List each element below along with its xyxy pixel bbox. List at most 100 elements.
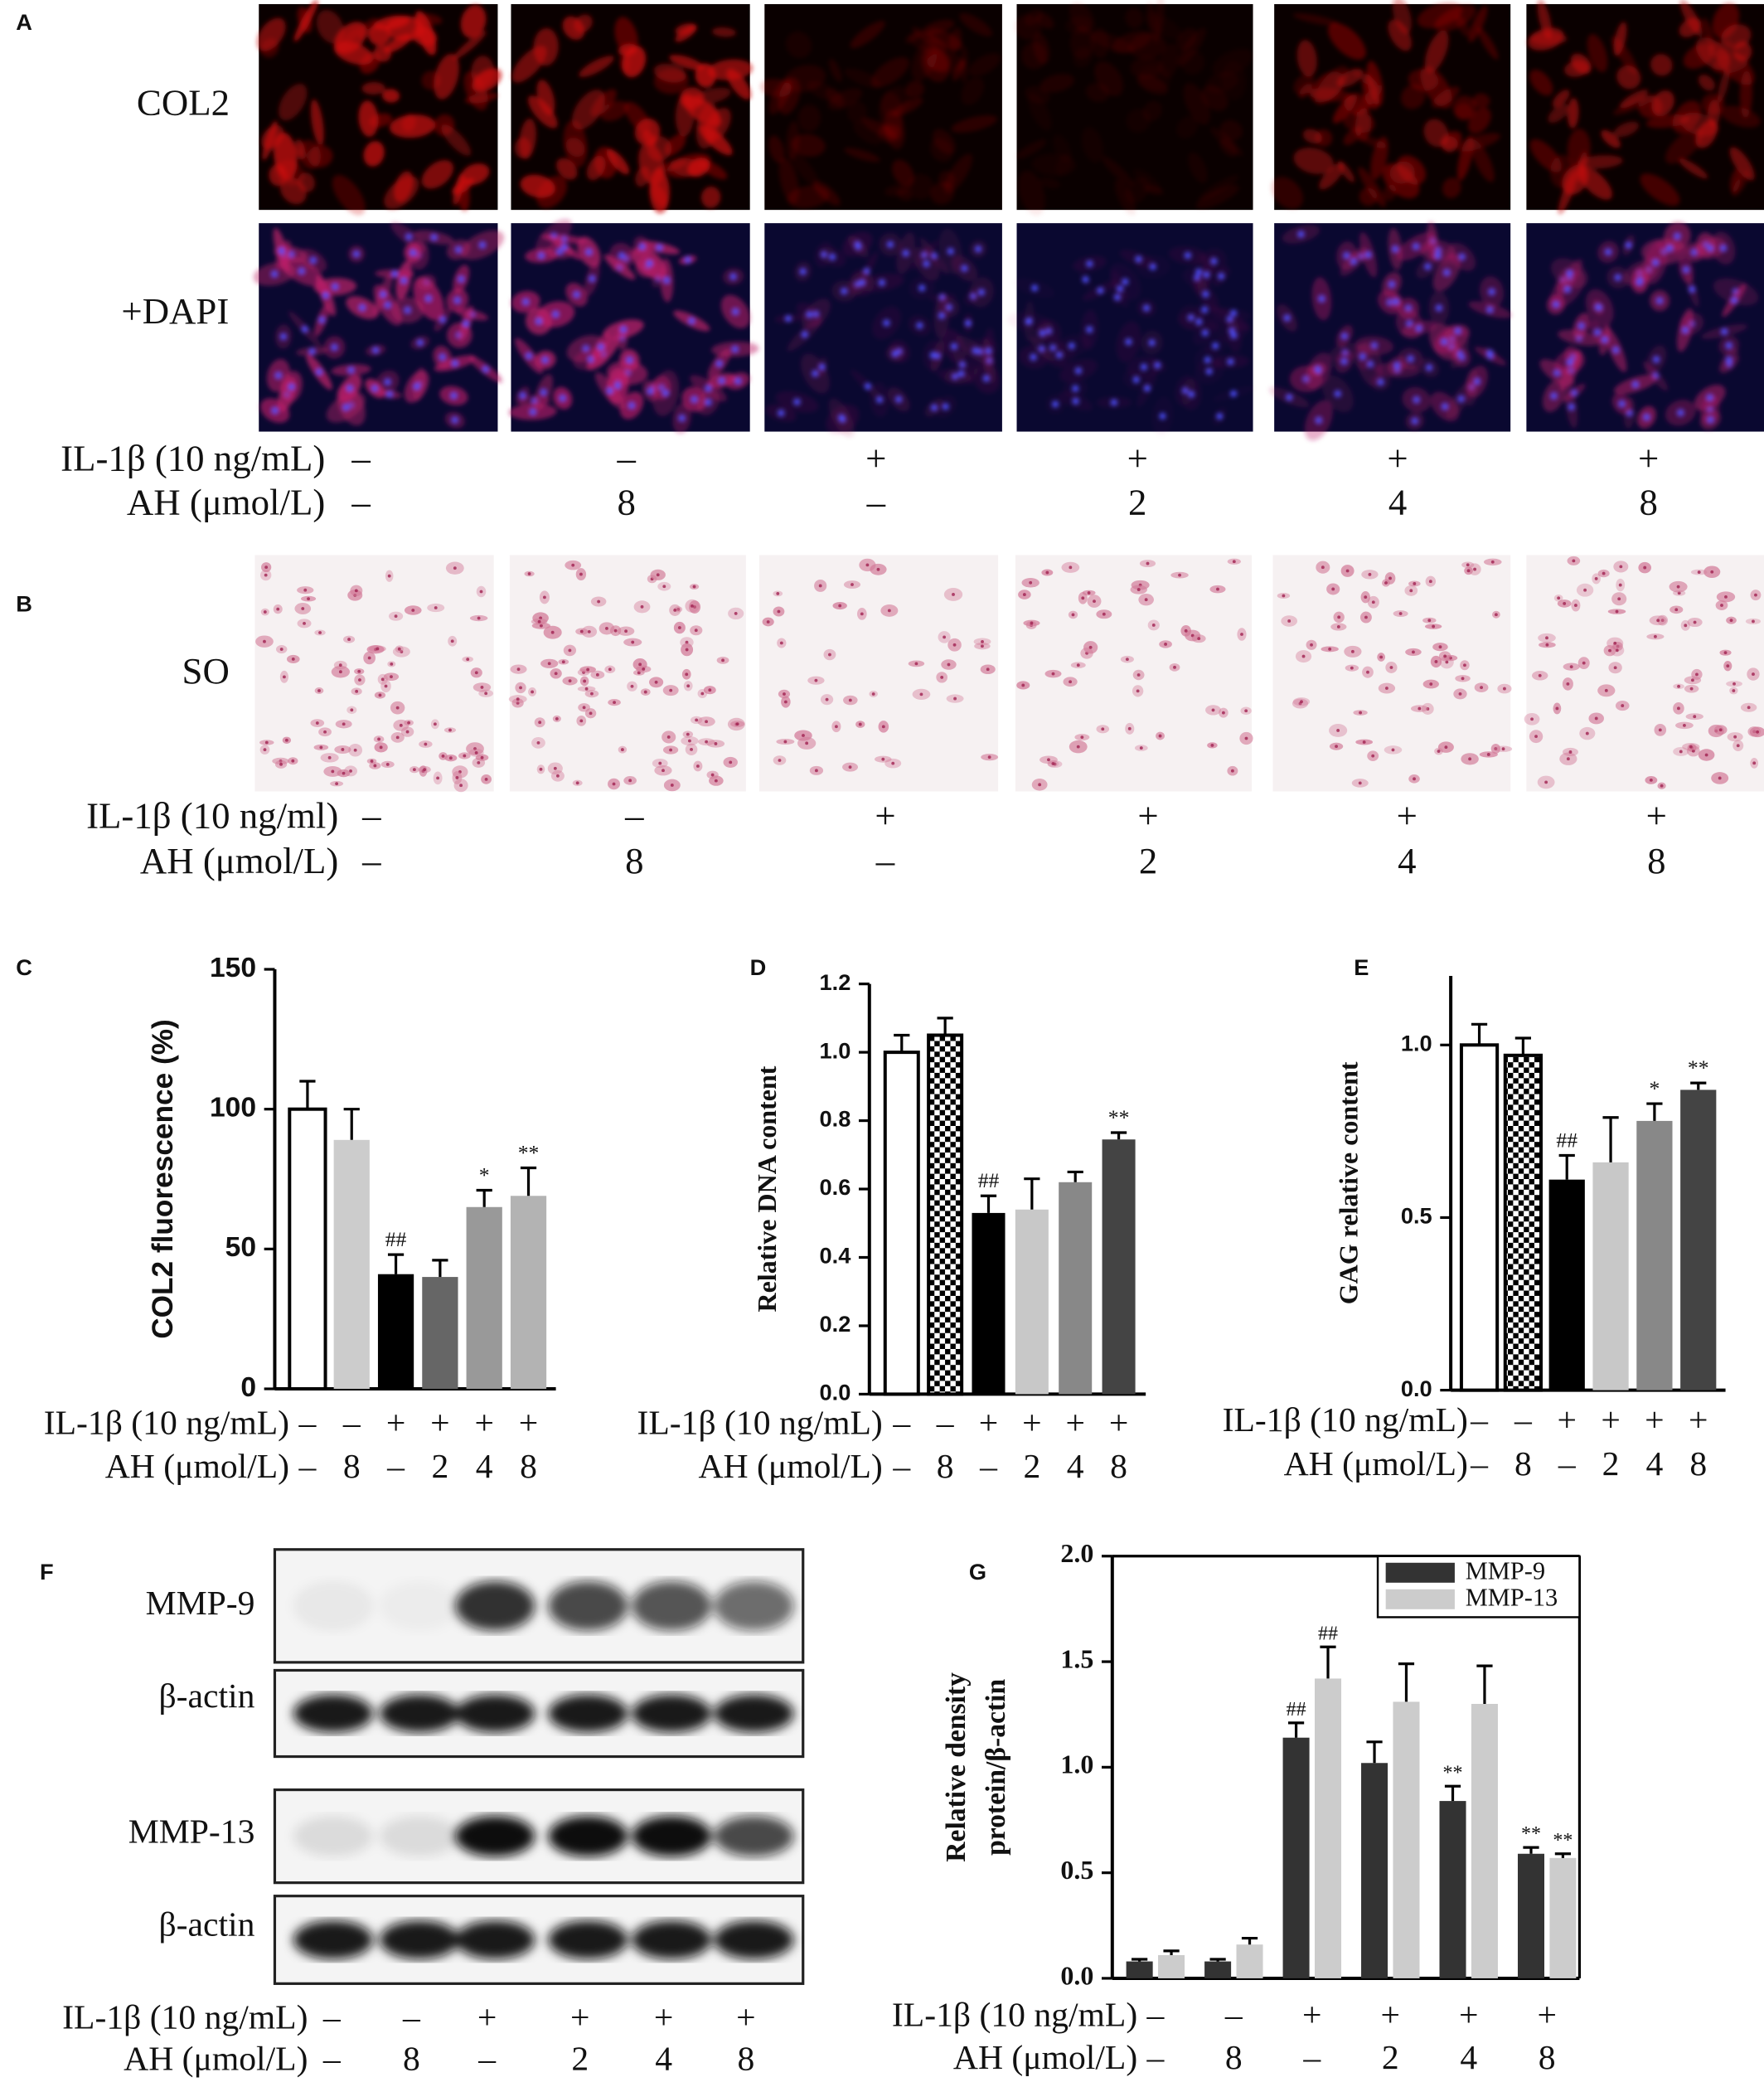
nucleus bbox=[1568, 750, 1573, 754]
cell bbox=[1577, 155, 1623, 169]
nucleus bbox=[643, 690, 647, 694]
nucleus bbox=[1022, 593, 1026, 596]
nucleus bbox=[1136, 689, 1140, 693]
nucleus bbox=[586, 667, 590, 672]
nucleus bbox=[1072, 397, 1079, 405]
nucleus bbox=[477, 616, 481, 620]
nucleus bbox=[776, 591, 780, 595]
nucleus bbox=[1720, 604, 1723, 607]
nucleus bbox=[784, 315, 792, 323]
cell bbox=[906, 80, 924, 98]
nucleus bbox=[1643, 414, 1650, 421]
nucleus bbox=[1435, 304, 1442, 312]
cell bbox=[519, 118, 537, 159]
nucleus bbox=[1031, 284, 1039, 292]
nucleus bbox=[1566, 358, 1573, 366]
nucleus bbox=[950, 342, 957, 350]
nucleus bbox=[1631, 381, 1639, 388]
cell bbox=[1040, 74, 1074, 93]
nucleus bbox=[1426, 364, 1433, 371]
band bbox=[293, 1694, 373, 1733]
band bbox=[632, 1580, 712, 1631]
cell bbox=[565, 137, 585, 158]
cell bbox=[574, 14, 593, 33]
nucleus bbox=[662, 390, 670, 397]
cell bbox=[1645, 114, 1690, 129]
nucleus bbox=[571, 563, 575, 567]
cell bbox=[952, 59, 966, 81]
nucleus bbox=[1097, 287, 1104, 294]
nucleus bbox=[783, 740, 788, 744]
nucleus bbox=[538, 721, 542, 725]
condition-value: + bbox=[979, 1404, 998, 1442]
cell bbox=[460, 4, 487, 39]
y-tick-label: 0.5 bbox=[1060, 1855, 1093, 1885]
cells bbox=[1271, 0, 1500, 210]
nucleus bbox=[850, 583, 854, 586]
cell bbox=[332, 175, 366, 216]
bar bbox=[1549, 1857, 1577, 1978]
legend-swatch bbox=[1385, 1562, 1455, 1583]
nucleus bbox=[662, 769, 665, 773]
error-bar bbox=[520, 1166, 537, 1196]
nucleus bbox=[279, 648, 284, 651]
y-tick-label: 1.0 bbox=[820, 1037, 851, 1063]
nucleus bbox=[441, 754, 445, 758]
cell bbox=[441, 124, 472, 156]
nucleus bbox=[859, 279, 866, 286]
nucleus bbox=[448, 728, 452, 732]
band bbox=[632, 1694, 712, 1733]
nucleus bbox=[669, 688, 673, 692]
nucleus bbox=[638, 662, 642, 667]
band bbox=[455, 1694, 536, 1733]
cell bbox=[1529, 69, 1553, 96]
nucleus bbox=[1411, 417, 1418, 425]
band bbox=[293, 1580, 373, 1631]
nucleus bbox=[1724, 595, 1728, 599]
nucleus bbox=[1754, 593, 1757, 597]
nucleus bbox=[484, 777, 488, 781]
cell bbox=[1665, 129, 1703, 164]
nucleus bbox=[953, 696, 957, 701]
nucleus bbox=[540, 389, 547, 396]
blot bbox=[273, 1548, 805, 1664]
nucleus bbox=[376, 647, 380, 651]
cell bbox=[533, 27, 559, 66]
cell bbox=[951, 115, 998, 133]
cell bbox=[1219, 138, 1238, 157]
nucleus bbox=[1503, 687, 1506, 691]
nucleus bbox=[887, 609, 891, 613]
y-tick-label: 1.5 bbox=[1060, 1643, 1093, 1673]
nucleus bbox=[1211, 708, 1215, 712]
condition-value: 8 bbox=[1514, 1445, 1532, 1483]
nucleus bbox=[367, 656, 371, 660]
error-bar bbox=[1067, 1170, 1083, 1182]
nucleus bbox=[1545, 636, 1548, 640]
condition-value: + bbox=[1387, 438, 1408, 479]
nucleus bbox=[413, 383, 420, 391]
y-tick-label: 0.2 bbox=[820, 1311, 851, 1337]
nucleus bbox=[536, 740, 540, 745]
nucleus bbox=[628, 402, 636, 410]
nucleus bbox=[555, 774, 560, 778]
nucleus bbox=[1486, 349, 1494, 357]
cell bbox=[527, 95, 558, 129]
nucleus bbox=[434, 606, 438, 609]
nucleus bbox=[1490, 560, 1495, 564]
nucleus bbox=[537, 619, 541, 624]
condition-label: IL-1β (10 ng/ml) bbox=[86, 794, 338, 836]
cell bbox=[1423, 119, 1449, 148]
cell bbox=[1337, 160, 1355, 182]
nucleus bbox=[478, 241, 486, 249]
cell bbox=[1452, 95, 1477, 119]
nucleus bbox=[818, 584, 822, 588]
nucleus bbox=[479, 590, 483, 594]
row-label: COL2 bbox=[137, 82, 230, 124]
nucleus bbox=[891, 350, 899, 357]
cell bbox=[1293, 147, 1334, 175]
nucleus bbox=[531, 690, 535, 694]
cell bbox=[943, 153, 973, 194]
nucleus bbox=[914, 662, 918, 666]
nucleus bbox=[331, 343, 338, 351]
bar bbox=[1204, 1961, 1232, 1978]
